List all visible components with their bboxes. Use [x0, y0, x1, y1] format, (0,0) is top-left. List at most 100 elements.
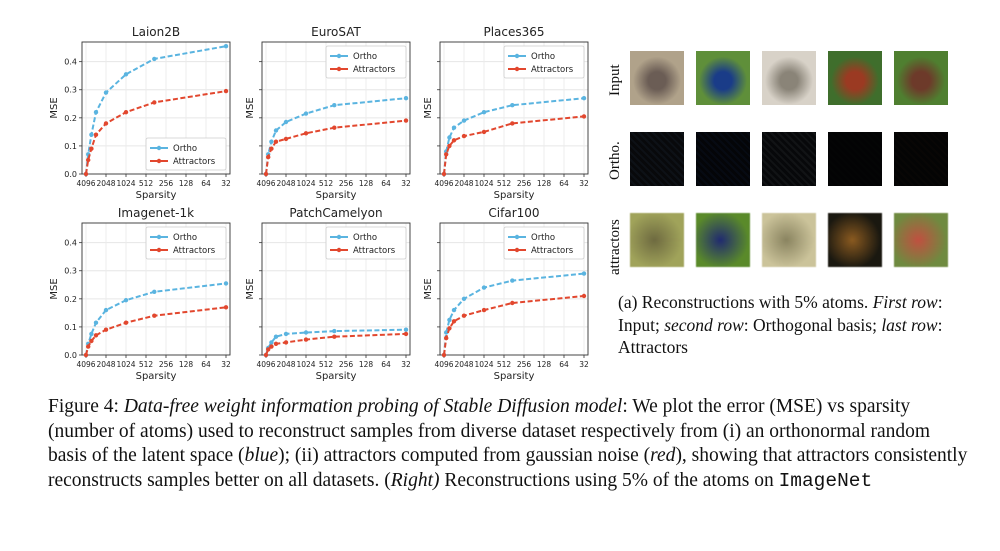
x-tick-label: 512 — [139, 179, 154, 188]
x-tick-label: 256 — [159, 179, 174, 188]
x-tick-label: 32 — [221, 360, 231, 369]
data-point — [93, 110, 99, 115]
x-tick-label: 64 — [201, 360, 211, 369]
thumbnail-blurry-reddish-green — [894, 213, 948, 267]
x-tick-label: 4096 — [434, 360, 453, 369]
x-tick-label: 1024 — [296, 179, 315, 188]
data-point — [403, 331, 409, 337]
chart-title: Cifar100 — [488, 206, 539, 220]
caption-percent: 5% — [622, 469, 649, 491]
legend-label: Attractors — [173, 157, 216, 167]
y-tick-label: 0.4 — [64, 239, 77, 248]
y-tick-label: 0.2 — [64, 114, 77, 123]
x-tick-label: 256 — [517, 360, 532, 369]
thumbnail-blurry-blue-on-green — [696, 213, 750, 267]
thumbnail-blurry-olive-blob — [630, 213, 684, 267]
data-point — [86, 157, 91, 163]
legend-marker — [514, 234, 520, 240]
data-point — [273, 334, 279, 339]
chart-imagenet-1k: 4096 2048 1024 512 256 128 64 32 0.0 0.1 0.2 0.3 0.4… — [49, 206, 231, 382]
x-tick-label: 4096 — [256, 360, 275, 369]
x-tick-label: 1024 — [116, 360, 135, 369]
y-axis-label: MSE — [49, 97, 60, 118]
data-point — [123, 110, 129, 115]
data-point — [403, 96, 409, 101]
subfigure-caption: (a) Reconstructions with 5% atoms. First… — [618, 291, 983, 359]
data-point — [461, 313, 467, 318]
data-point — [283, 331, 289, 337]
data-point — [451, 319, 457, 324]
row-label: Input — [607, 63, 623, 96]
x-tick-label: 64 — [559, 360, 569, 369]
caption-dataset: ImageNet — [778, 469, 873, 492]
data-point — [86, 344, 91, 349]
data-point — [269, 340, 274, 345]
data-point — [303, 330, 309, 335]
data-point — [451, 138, 457, 143]
chart-laion2b: 4096 2048 1024 512 256 128 64 32 0.0 0.1 0.2 0.3 0.4… — [49, 25, 231, 201]
caption-red: red — [650, 445, 676, 466]
y-tick-label: 0.1 — [64, 323, 77, 332]
data-point — [83, 352, 89, 358]
data-point — [441, 352, 447, 358]
y-axis-label: MSE — [49, 278, 60, 299]
data-point — [83, 171, 89, 177]
chart-patchcamelyon: 4096 2048 1024 512 256 128 64 32 PatchCamelyon Sp… — [245, 206, 411, 382]
data-point — [103, 327, 109, 332]
data-point — [223, 305, 229, 310]
data-point — [273, 139, 279, 144]
subcaption-last-row: last row — [881, 314, 938, 335]
y-tick-label: 0.0 — [64, 351, 77, 360]
legend: Ortho Attractors — [145, 226, 227, 260]
data-point — [283, 340, 289, 345]
x-tick-label: 32 — [579, 179, 589, 188]
legend-label: Ortho — [531, 233, 555, 243]
x-tick-label: 512 — [497, 360, 512, 369]
data-point — [461, 296, 467, 301]
data-point — [332, 125, 337, 130]
data-point — [332, 328, 337, 334]
caption-body-1: : We plot the error (MSE) vs sparsity (n… — [48, 396, 931, 466]
data-point — [123, 320, 129, 325]
data-point — [266, 347, 271, 352]
chart-eurosat: 4096 2048 1024 512 256 128 64 32 EuroSAT Sparsity… — [245, 25, 411, 201]
thumbnail-striped-pink-object — [630, 51, 684, 105]
chart-cifar100: 4096 2048 1024 512 256 128 64 32 Cifar100 Sparsit… — [423, 206, 589, 382]
legend-marker — [336, 66, 342, 72]
legend-label: Ortho — [173, 144, 197, 154]
x-axis-label: Sparsity — [316, 190, 357, 201]
legend-label: Ortho — [353, 233, 377, 243]
legend-marker — [156, 247, 162, 253]
legend-marker — [514, 53, 520, 59]
data-point — [123, 298, 129, 303]
data-point — [447, 317, 452, 323]
data-point — [273, 128, 279, 133]
data-point — [510, 300, 515, 306]
x-tick-label: 64 — [559, 179, 569, 188]
subcaption-prefix: (a) Reconstructions with — [618, 292, 795, 312]
data-point — [447, 143, 452, 149]
y-tick-label: 0.3 — [64, 267, 77, 276]
x-tick-label: 64 — [381, 179, 391, 188]
data-point — [332, 334, 337, 339]
thumbnail-dark-noise — [894, 132, 948, 186]
legend-label: Attractors — [173, 246, 216, 256]
caption-body-4: Reconstructions using — [439, 469, 623, 491]
subcaption-ortho: : Orthogonal basis; — [743, 314, 882, 335]
row-label: attractors — [607, 219, 623, 275]
data-point — [303, 111, 309, 116]
y-tick-label: 0.3 — [64, 86, 77, 95]
data-point — [93, 132, 99, 137]
caption-right: Right) — [390, 469, 440, 491]
data-point — [481, 307, 487, 313]
y-axis-label: MSE — [423, 97, 434, 118]
x-axis-label: Sparsity — [494, 190, 535, 201]
subcaption-input: : Input; — [618, 292, 943, 335]
data-point — [451, 307, 457, 313]
data-point — [481, 285, 487, 290]
x-tick-label: 2048 — [454, 179, 473, 188]
legend-label: Attractors — [531, 65, 574, 75]
x-tick-label: 1024 — [116, 179, 135, 188]
x-tick-label: 128 — [537, 179, 552, 188]
data-point — [581, 293, 587, 299]
